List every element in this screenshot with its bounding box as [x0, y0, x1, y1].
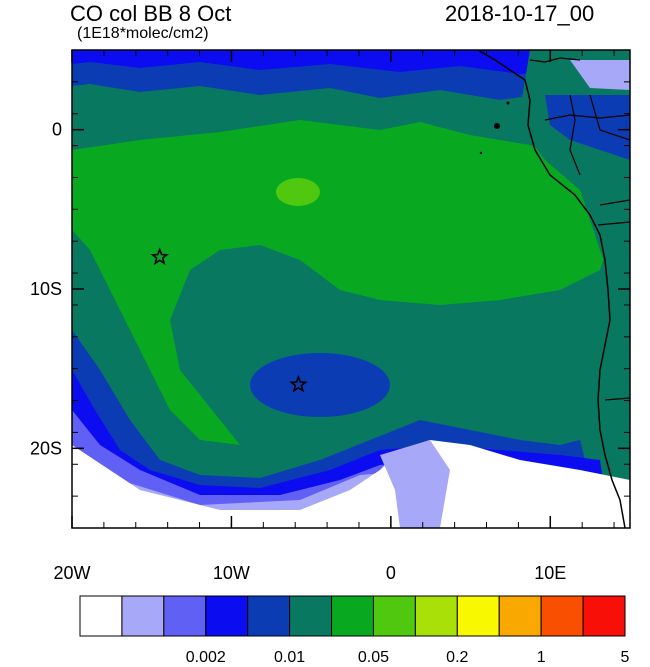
colorbar-swatch	[372, 595, 416, 637]
x-tick-label: 0	[386, 563, 396, 583]
map-units: (1E18*molec/cm2)	[77, 25, 209, 42]
colorbar-label: 0.002	[186, 649, 226, 666]
colorbar-swatch	[247, 595, 291, 637]
colorbar-swatch	[582, 595, 626, 637]
colorbar-label: 0.01	[274, 649, 305, 666]
colorbar: 0.002 0.01 0.05 0.2 1 5	[79, 595, 630, 666]
star-marker-south	[289, 374, 308, 393]
colorbar-swatch	[540, 595, 584, 637]
y-tick-label: 0	[52, 120, 62, 140]
colorbar-swatch	[79, 595, 123, 637]
colorbar-swatch	[205, 595, 249, 637]
y-tick-label: 20S	[30, 438, 62, 458]
y-tick-label: 10S	[30, 279, 62, 299]
colorbar-swatch	[289, 595, 333, 637]
colorbar-swatch	[331, 595, 374, 637]
x-tick-label: 10E	[534, 563, 566, 583]
co-column-field	[72, 50, 630, 528]
x-tick-label: 10W	[213, 563, 250, 583]
site-markers	[150, 247, 308, 393]
colorbar-swatch	[456, 595, 500, 637]
colorbar-label: 5	[621, 649, 630, 666]
map-timestamp: 2018-10-17_00	[445, 1, 595, 26]
map-title: CO col BB 8 Oct	[70, 1, 232, 26]
star-marker-west	[150, 247, 169, 266]
colorbar-swatch	[414, 595, 458, 637]
colorbar-label: 0.2	[446, 649, 468, 666]
colorbar-swatch	[121, 595, 165, 637]
colorbar-swatch	[498, 595, 542, 637]
colorbar-label: 1	[537, 649, 546, 666]
x-tick-label: 20W	[53, 563, 90, 583]
axis-ticks: 20W 10W 0 10E 0 10S 20S	[30, 49, 630, 583]
colorbar-swatch	[163, 595, 207, 637]
colorbar-label: 0.05	[358, 649, 389, 666]
